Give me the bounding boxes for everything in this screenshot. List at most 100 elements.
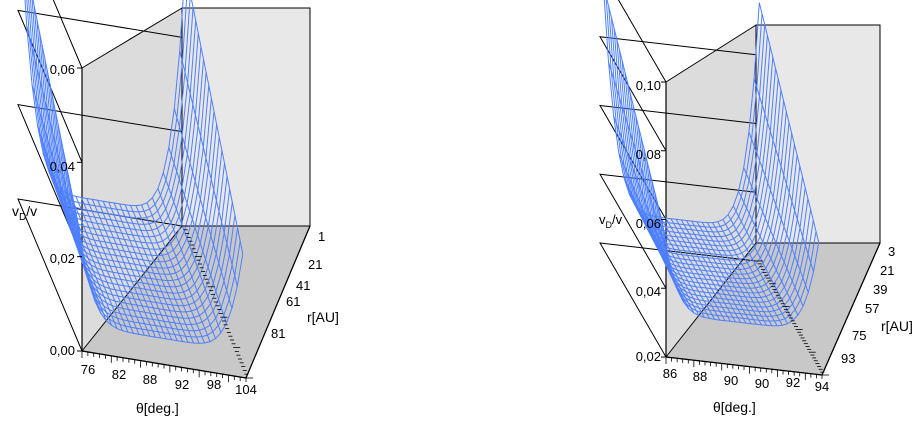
- left-surface-mesh: [24, 0, 244, 344]
- left-y-tick-label: 61: [286, 294, 300, 309]
- surface-line-r: [97, 200, 156, 338]
- surface-line-r: [727, 214, 788, 324]
- surface-line-r: [753, 78, 814, 272]
- right-y-tick-label: 57: [865, 301, 879, 316]
- surface-line-r: [141, 204, 200, 344]
- surface-line-r: [86, 198, 145, 336]
- left-z-tick-label: 0,04: [50, 159, 75, 174]
- right-z-tick-label: 0,06: [636, 216, 661, 231]
- surface-line-r: [168, 147, 227, 324]
- right-y-tick-label: 21: [880, 263, 894, 278]
- surface-line-r: [712, 222, 773, 326]
- left-x-tick-label: 82: [112, 367, 126, 382]
- gridline: [599, 173, 757, 289]
- right-y-ticks: [756, 260, 829, 376]
- gridline: [599, 36, 757, 152]
- surface-line-r: [680, 219, 742, 323]
- surface-line-r: [706, 222, 768, 326]
- right-theta-axis-label: θ[deg.]: [713, 399, 756, 415]
- surface-line-r: [670, 218, 731, 322]
- left-y-tick-label: 21: [308, 257, 322, 272]
- right-y-tick-label: 93: [841, 351, 855, 366]
- right-r-axis-label: r[AU]: [881, 318, 913, 334]
- left-z-tick-label: 0,02: [50, 251, 75, 266]
- surface-line-r: [738, 191, 799, 316]
- surface-line-r: [608, 61, 669, 256]
- surface-line-r: [48, 170, 107, 321]
- right-x-tick-label: 88: [693, 369, 707, 384]
- surface-line-r: [660, 217, 721, 321]
- right-z-tick-label: 0,08: [636, 147, 661, 162]
- left-chart: 76 82 88 92 98 104 1 21 41 61 81 r[AU] θ…: [12, 0, 339, 416]
- surface-line-r: [42, 152, 102, 314]
- surface-line-r: [732, 205, 794, 321]
- surface-line-r: [113, 202, 173, 340]
- left-x-tick-label: 98: [207, 377, 221, 392]
- right-x-tick-label: 86: [663, 366, 677, 381]
- surface-line-r: [748, 131, 809, 293]
- left-x-ticks: [81, 351, 247, 383]
- right-z-ticks: [661, 81, 666, 358]
- right-z-tick-label: 0,02: [636, 349, 661, 364]
- left-z-axis-label: vD/v: [12, 203, 37, 223]
- gridline: [17, 104, 183, 257]
- surface-line-r: [69, 194, 129, 333]
- surface-line-r: [162, 172, 222, 333]
- right-surface-mesh: [603, 0, 820, 327]
- surface-line-r: [173, 108, 233, 309]
- surface-line-r: [722, 219, 783, 326]
- left-y-tick-label: 41: [296, 278, 310, 293]
- surface-line-r: [644, 213, 705, 318]
- right-x-tick-label: 92: [786, 375, 800, 390]
- left-z-ticks: [77, 67, 82, 352]
- surface-line-r: [64, 192, 123, 331]
- left-y-tick-label: 1: [318, 229, 325, 244]
- surface-line-r: [639, 209, 700, 316]
- surface-line-r: [649, 215, 710, 319]
- surface-line-r: [686, 220, 747, 324]
- surface-line-r: [124, 204, 184, 342]
- right-z-axis-label: vD/v: [599, 212, 623, 230]
- right-z-tick-label: 0,04: [636, 284, 661, 299]
- surface-line-r: [146, 202, 205, 344]
- left-z-tick-label: 0,00: [50, 343, 75, 358]
- surface-line-r: [675, 219, 736, 323]
- surface-line-r: [758, 2, 820, 243]
- right-y-tick-label: 75: [852, 328, 866, 343]
- surface-line-r: [654, 216, 716, 320]
- right-x-tick-label: 94: [815, 379, 829, 394]
- left-x-tick-label: 76: [81, 362, 95, 377]
- surface-line-r: [613, 116, 674, 277]
- right-top-edge: [665, 24, 757, 83]
- surface-line-r: [91, 199, 151, 337]
- left-z-tick-label: 0,06: [50, 62, 75, 77]
- right-y-tick-label: 39: [873, 282, 887, 297]
- surface-line-r: [119, 203, 178, 341]
- surface-line-r: [665, 217, 726, 321]
- left-x-tick-label: 104: [235, 382, 257, 397]
- surface-line-r: [179, 50, 238, 287]
- gridline: [599, 242, 757, 358]
- surface-line-r: [130, 205, 189, 343]
- surface-line-r: [191, 0, 244, 255]
- surface-line-r: [701, 221, 762, 326]
- surface-line-r: [717, 221, 778, 327]
- left-y-ticks: [182, 225, 253, 379]
- right-chart: 86 88 90 90 92 94 3 21 39 57 75 93 r[AU]…: [599, 0, 913, 415]
- left-y-axis: [245, 225, 311, 379]
- surface-line-r: [108, 201, 167, 340]
- right-z-tick-label: 0,10: [636, 78, 661, 93]
- right-x-tick-label: 90: [724, 373, 738, 388]
- left-x-tick-label: 92: [175, 377, 189, 392]
- surface-line-r: [135, 205, 195, 344]
- left-top-edge: [81, 7, 183, 69]
- surface-line-r: [151, 197, 211, 342]
- surface-line-r: [157, 188, 216, 339]
- left-theta-axis-label: θ[deg.]: [136, 400, 179, 416]
- surface-line-r: [606, 0, 664, 225]
- surface-line-r: [691, 220, 752, 324]
- left-r-axis-label: r[AU]: [307, 309, 339, 325]
- surface-line-r: [743, 167, 804, 307]
- surface-line-r: [696, 221, 757, 325]
